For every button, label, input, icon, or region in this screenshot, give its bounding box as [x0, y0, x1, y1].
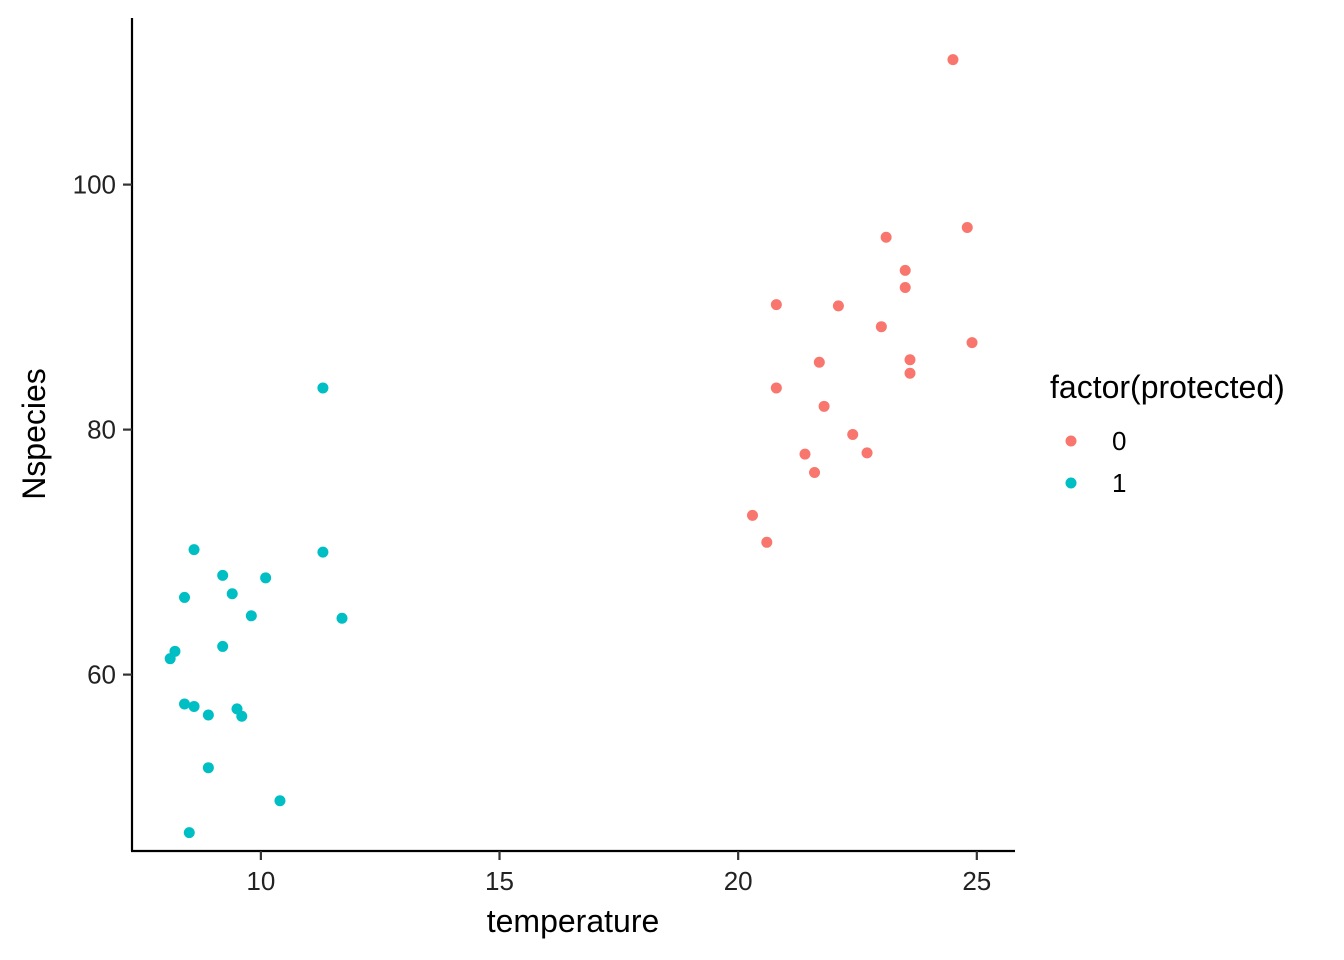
scatter-point-series-0: [847, 429, 859, 440]
scatter-point-series-1: [164, 653, 176, 665]
scatter-point-series-1: [317, 546, 329, 558]
scatter-point-series-0: [966, 337, 978, 349]
scatter-point-series-0: [770, 382, 782, 394]
scatter-point-series-1: [179, 591, 191, 603]
scatter-point-series-1: [317, 382, 329, 394]
scatter-point-series-0: [809, 466, 821, 478]
scatter-point-series-1: [336, 612, 348, 624]
x-tick-label: 15: [485, 866, 514, 896]
scatter-point-series-0: [761, 536, 773, 548]
legend-key-series-1: [1065, 477, 1077, 489]
legend-label-series-0: 0: [1112, 426, 1126, 456]
scatter-point-series-0: [746, 509, 758, 521]
y-axis-ticks: 60 80 100: [73, 170, 132, 690]
scatter-point-series-0: [899, 264, 911, 276]
scatter-point-series-1: [274, 795, 286, 807]
scatter-point-series-0: [770, 299, 782, 311]
scatter-point-series-0: [899, 282, 911, 293]
scatter-point-series-0: [799, 448, 811, 460]
legend-items: 01: [1065, 426, 1126, 498]
scatter-point-series-0: [880, 231, 892, 243]
x-tick-label: 25: [962, 866, 991, 896]
scatter-point-series-0: [904, 354, 916, 366]
legend-label-series-1: 1: [1112, 468, 1126, 498]
y-axis-title: Nspecies: [16, 368, 52, 500]
legend-title: factor(protected): [1050, 369, 1285, 405]
scatter-point-series-1: [202, 762, 214, 774]
scatter-point-series-0: [947, 54, 959, 66]
y-tick-label: 100: [73, 170, 116, 200]
scatter-point-series-1: [179, 698, 191, 710]
scatter-point-series-0: [813, 356, 825, 368]
scatter-point-series-0: [832, 300, 844, 312]
scatter-point-series-1: [183, 827, 195, 839]
y-tick-label: 60: [87, 660, 116, 690]
legend: factor(protected) 01: [1050, 369, 1285, 498]
scatter-point-series-0: [904, 367, 916, 379]
x-tick-label: 20: [724, 866, 753, 896]
scatter-point-series-0: [818, 400, 830, 412]
scatter-point-series-0: [961, 221, 973, 233]
scatter-point-series-1: [188, 544, 200, 556]
scatter-point-series-1: [217, 569, 229, 581]
scatter-point-series-1: [236, 710, 248, 722]
scatter-point-series-1: [217, 640, 229, 652]
scatter-point-series-1: [188, 700, 200, 712]
points-layer: [164, 54, 978, 839]
scatter-point-series-1: [226, 588, 238, 600]
scatter-point-series-1: [260, 572, 272, 584]
legend-key-series-0: [1065, 435, 1077, 447]
scatter-point-series-0: [861, 447, 873, 459]
x-tick-label: 10: [246, 866, 275, 896]
scatter-point-series-1: [202, 709, 214, 721]
y-tick-label: 80: [87, 415, 116, 445]
scatter-point-series-0: [875, 321, 887, 333]
scatter-point-series-1: [245, 610, 257, 622]
x-axis-title: temperature: [487, 903, 660, 939]
x-axis-ticks: 10 15 20 25: [246, 851, 991, 896]
